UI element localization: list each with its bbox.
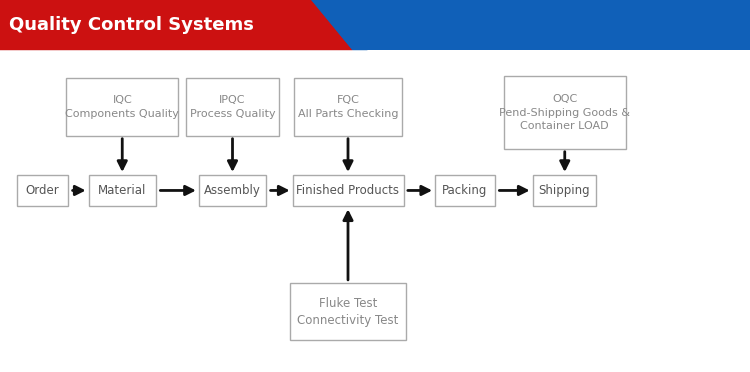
Bar [0,0,750,50]
Polygon shape [0,0,352,50]
Text: Assembly: Assembly [204,184,261,197]
Polygon shape [311,0,368,50]
Bar [504,76,626,149]
Bar [199,175,266,206]
Bar [186,78,279,136]
Text: IQC
Components Quality: IQC Components Quality [65,95,179,119]
Text: Finished Products: Finished Products [296,184,400,197]
Text: Quality Control Systems: Quality Control Systems [9,16,254,34]
Bar [292,175,404,206]
Text: Shipping: Shipping [538,184,590,197]
Bar [290,283,406,340]
Text: Order: Order [26,184,58,197]
Bar [435,175,495,206]
Bar [66,78,178,136]
Bar [16,175,68,206]
Text: FQC
All Parts Checking: FQC All Parts Checking [298,95,398,119]
Bar [88,175,156,206]
Bar [294,78,402,136]
Text: Fluke Test
Connectivity Test: Fluke Test Connectivity Test [297,296,399,327]
Text: IPQC
Process Quality: IPQC Process Quality [190,95,275,119]
Text: OQC
Pend-Shipping Goods &
Container LOAD: OQC Pend-Shipping Goods & Container LOAD [500,94,630,131]
Text: Material: Material [98,184,146,197]
Text: Packing: Packing [442,184,488,197]
Bar [532,175,596,206]
